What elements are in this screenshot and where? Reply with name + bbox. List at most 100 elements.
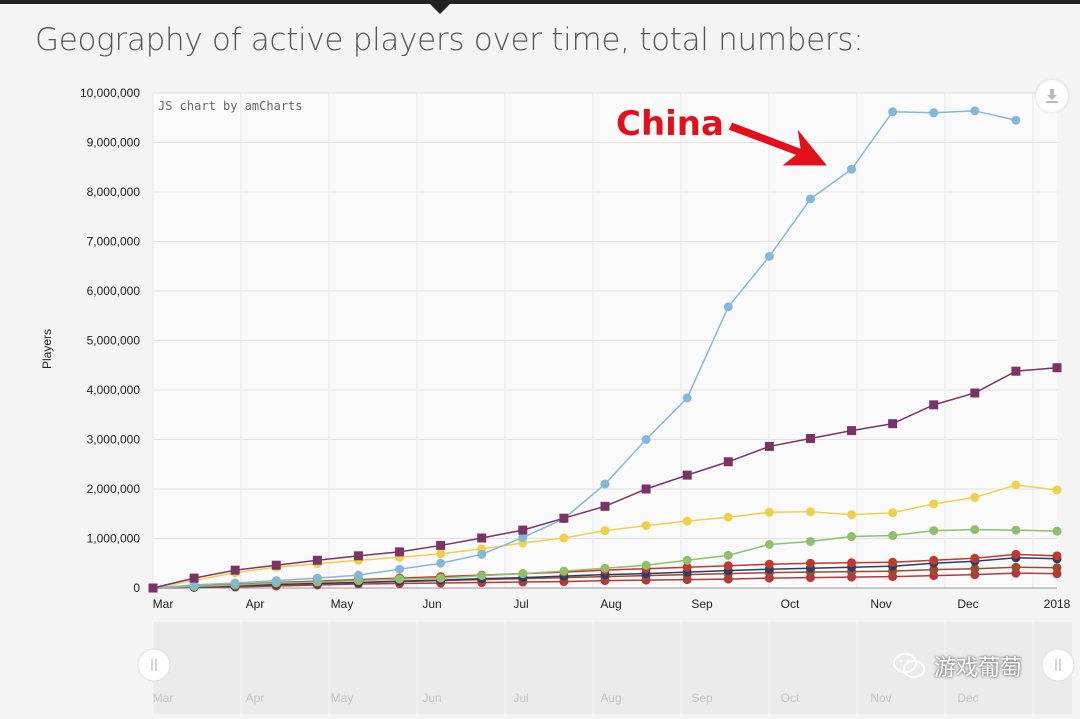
y-tick-label: 4,000,000 [87,383,141,397]
data-point [395,547,405,557]
data-point [518,533,528,543]
data-point [682,470,692,480]
data-point [641,484,651,494]
x-tick-label: Nov [870,597,891,611]
data-point [847,164,857,174]
data-point [888,531,898,541]
data-point [929,108,939,118]
x-axis-ticks: Mar Apr May Jun Jul Aug Sep Oct Nov Dec 2018 [153,597,1071,611]
data-point [929,555,939,565]
data-point [1052,363,1062,373]
data-point [723,302,733,312]
download-button[interactable] [1036,80,1068,112]
data-point [395,564,405,574]
data-point [970,564,980,574]
data-point [353,551,363,561]
data-point [600,526,610,536]
x-tick-label: Mar [153,597,174,611]
data-point [970,553,980,563]
x-tick-label: Jun [422,597,441,611]
data-point [847,532,857,542]
scrollbar-tick-label: Mar [153,691,174,705]
data-point [477,533,487,543]
data-point [1052,563,1062,573]
data-point [436,540,446,550]
data-point [682,562,692,572]
data-point [1011,480,1021,490]
scrollbar-tick-label: Apr [246,691,265,705]
data-point [764,559,774,569]
data-point [271,576,281,586]
data-point [353,570,363,580]
data-point [929,526,939,536]
scrollbar-tick-label: Dec [957,691,978,705]
y-tick-label: 9,000,000 [87,136,141,150]
data-point [888,419,898,429]
scrollbar-handle-right[interactable] [1041,648,1075,682]
scrollbar-track [153,622,1072,714]
data-point [764,507,774,517]
y-tick-label: 3,000,000 [87,433,141,447]
series-layer [148,106,1062,593]
series-line [152,110,1017,589]
data-point [641,560,651,570]
arrow-shape [727,121,830,167]
data-point [970,525,980,535]
y-tick-label: 6,000,000 [87,284,141,298]
data-point [888,107,898,117]
data-point [1011,549,1021,559]
x-tick-label: 2018 [1044,597,1071,611]
data-point [764,539,774,549]
x-tick-label: Dec [957,597,978,611]
data-point [395,574,405,584]
data-point [436,573,446,583]
y-axis-ticks: 0 1,000,000 2,000,000 3,000,000 4,000,000 5,0… [80,86,140,595]
x-tick-label: Jul [513,597,528,611]
x-tick-label: May [331,597,354,611]
scrollbar-handle-left[interactable] [137,648,171,682]
data-point [230,565,240,575]
data-point [1011,525,1021,535]
data-point [682,516,692,526]
data-point [600,501,610,511]
x-tick-label: Sep [691,597,713,611]
x-tick-label: Oct [781,597,800,611]
data-point [929,400,939,410]
wechat-icon [893,653,925,678]
data-point [723,512,733,522]
scrollbar-tick-label: Jun [422,691,441,705]
scrollbar-tick-label: Sep [691,691,713,705]
scrollbar-tick-label: Jul [513,691,528,705]
y-tick-label: 1,000,000 [87,532,141,546]
scrollbar-tick-label: Nov [870,691,891,705]
data-point [189,573,199,583]
watermark: 游戏葡萄 [892,650,1022,682]
data-point [929,499,939,509]
data-point [805,194,815,204]
data-point [271,560,281,570]
y-tick-label: 7,000,000 [87,235,141,249]
x-tick-label: Apr [246,597,265,611]
data-point [436,558,446,568]
data-point [189,580,199,590]
y-tick-label: 0 [133,581,140,595]
data-point [436,549,446,559]
data-point [682,393,692,403]
players-line-chart: 0 1,000,000 2,000,000 3,000,000 4,000,000 5,0… [80,86,1075,714]
data-point [477,549,487,559]
data-point [1011,562,1021,572]
y-tick-label: 2,000,000 [87,482,141,496]
scrollbar-tick-label: Aug [600,691,621,705]
y-tick-label: 8,000,000 [87,185,141,199]
data-point [970,388,980,398]
scrollbar-tick-label: May [331,691,354,705]
data-point [148,583,158,593]
y-tick-label: 10,000,000 [80,86,140,100]
data-point [312,555,322,565]
data-point [1052,526,1062,536]
data-point [559,513,569,523]
data-point [1011,115,1021,125]
data-point [559,566,569,576]
series-1 [148,363,1062,593]
data-point [847,558,857,568]
